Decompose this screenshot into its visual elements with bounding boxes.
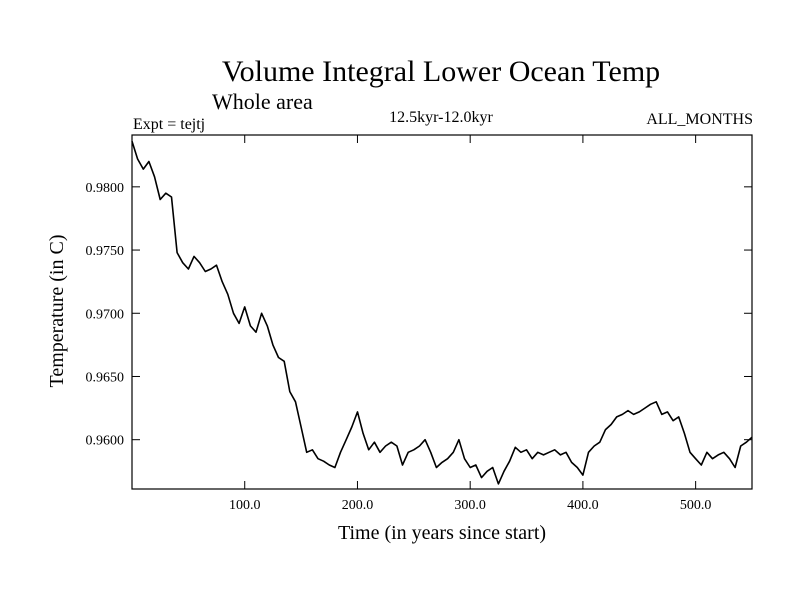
y-tick-label: 0.9800 (86, 181, 125, 196)
x-tick-label: 500.0 (680, 498, 712, 513)
time-range-label: 12.5kyr-12.0kyr (389, 109, 493, 126)
plot-frame (131, 134, 753, 490)
months-label: ALL_MONTHS (646, 111, 753, 128)
series-line (131, 141, 753, 485)
y-tick-label: 0.9700 (86, 307, 125, 322)
x-tick-label: 200.0 (342, 498, 374, 513)
y-axis: 0.9600 0.9650 0.9700 0.9750 0.9800 (86, 181, 752, 449)
x-axis-label: Time (in years since start) (338, 522, 546, 544)
experiment-label: Expt = tejtj (133, 116, 205, 133)
x-tick-label: 300.0 (454, 498, 486, 513)
y-tick-label: 0.9750 (86, 244, 125, 259)
x-axis: 100.0 200.0 300.0 400.0 500.0 (229, 135, 711, 513)
y-axis-label: Temperature (in C) (46, 235, 68, 388)
chart-title: Volume Integral Lower Ocean Temp (222, 55, 660, 88)
y-tick-label: 0.9600 (86, 434, 125, 449)
x-tick-label: 100.0 (229, 498, 261, 513)
chart-subtitle: Whole area (212, 89, 313, 114)
x-tick-label: 400.0 (567, 498, 599, 513)
y-tick-label: 0.9650 (86, 370, 125, 385)
